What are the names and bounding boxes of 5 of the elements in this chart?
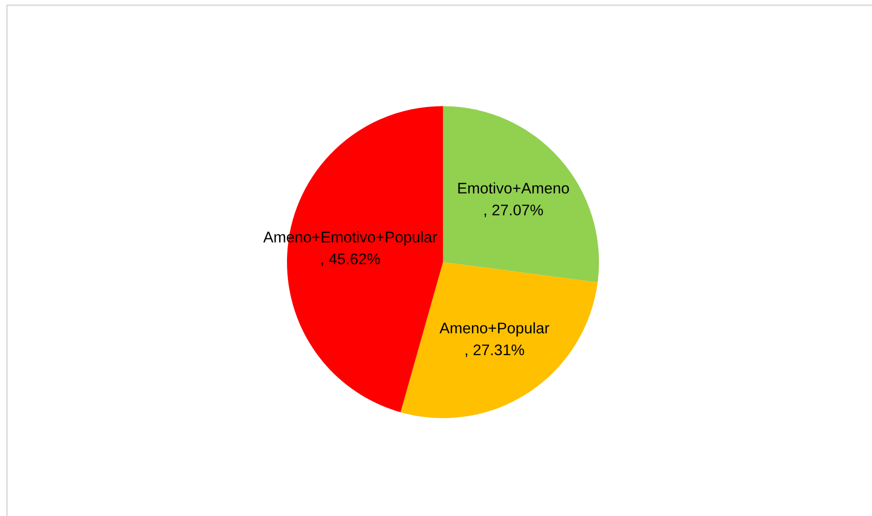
data-label: , 45.62% [321,253,380,266]
data-label: , 27.07% [484,204,543,218]
data-label: , 27.31% [466,344,524,358]
slice-label: Emotivo+Ameno [458,182,569,194]
slice-label: Ameno+Popular [440,322,550,336]
